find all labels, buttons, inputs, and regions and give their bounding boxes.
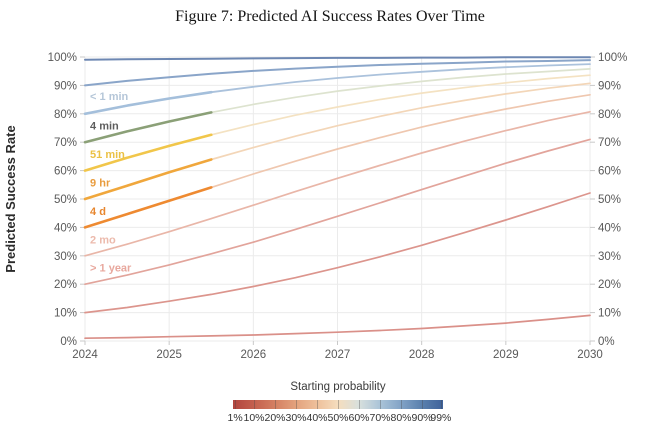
curve-label: > 1 year	[90, 263, 132, 275]
legend-label: 90%	[411, 412, 433, 424]
y-tick-label-right: 60%	[598, 166, 621, 178]
curve-label: 4 min	[90, 121, 119, 133]
y-tick-label-right: 90%	[598, 80, 621, 92]
series-line-20%	[84, 138, 591, 286]
y-tick-label-right: 80%	[598, 109, 621, 121]
chart-svg: 0% 0% 10% 10% 20% 20% 30% 30% 40% 40% 50% 50% 60% 60%…	[48, 52, 628, 361]
curve-label: 51 min	[90, 149, 125, 161]
series-line-10%	[84, 192, 591, 314]
y-tick-label-left: 80%	[54, 109, 77, 121]
x-tick-label: 2030	[577, 349, 603, 361]
x-tick-label: 2026	[241, 349, 267, 361]
series-line-30%	[84, 110, 591, 257]
legend-tick	[296, 400, 297, 409]
y-tick-label-left: 10%	[54, 308, 77, 320]
legend-title: Starting probability	[290, 381, 386, 393]
legend-colorbar	[233, 400, 443, 409]
legend-label: 1%	[227, 412, 243, 424]
legend-tick	[338, 400, 339, 409]
y-tick-label-left: 70%	[54, 137, 77, 149]
y-tick-label-right: 10%	[598, 308, 621, 320]
legend-label: 70%	[369, 412, 391, 424]
legend-label: 20%	[264, 412, 286, 424]
legend-label: 50%	[327, 412, 349, 424]
y-tick-label-right: 30%	[598, 251, 621, 263]
legend-label: 10%	[243, 412, 265, 424]
y-tick-label-left: 20%	[54, 279, 77, 291]
series-line-1%	[84, 314, 591, 340]
y-tick-label-left: 0%	[60, 336, 77, 348]
y-tick-label-right: 50%	[598, 194, 621, 206]
series-observed-50%	[83, 158, 213, 201]
legend-tick	[440, 400, 442, 409]
series-observed-60%	[83, 133, 213, 172]
y-tick-label-right: 40%	[598, 222, 621, 234]
legend-tick	[380, 400, 381, 409]
legend-label: 30%	[285, 412, 307, 424]
chart-title: Figure 7: Predicted AI Success Rates Ove…	[175, 8, 485, 25]
legend-label: 99%	[430, 412, 452, 424]
series-observed-40%	[83, 186, 213, 229]
series-observed-80%	[83, 90, 213, 116]
x-tick-label: 2027	[325, 349, 351, 361]
series-line-90%	[84, 59, 591, 87]
legend-tick	[422, 400, 423, 409]
legend-tick	[317, 400, 318, 409]
legend-tick	[254, 400, 255, 409]
y-tick-label-right: 100%	[598, 52, 627, 64]
y-tick-label-left: 40%	[54, 222, 77, 234]
curve-label: 9 hr	[90, 178, 111, 190]
y-tick-label-left: 90%	[54, 80, 77, 92]
x-tick-label: 2024	[72, 349, 98, 361]
legend-tick	[235, 400, 237, 409]
y-tick-label-left: 50%	[54, 194, 77, 206]
curve-label: < 1 min	[90, 91, 128, 103]
legend-label: 40%	[306, 412, 328, 424]
legend-tick	[275, 400, 276, 409]
x-tick-label: 2025	[156, 349, 182, 361]
curve-label: 2 mo	[90, 234, 116, 246]
y-tick-label-left: 100%	[48, 52, 77, 64]
y-tick-label-left: 30%	[54, 251, 77, 263]
legend-label: 60%	[348, 412, 370, 424]
curve-label: 4 d	[90, 206, 106, 218]
y-tick-label-right: 70%	[598, 137, 621, 149]
y-tick-label-right: 20%	[598, 279, 621, 291]
legend: Starting probability 1% 10% 20% 30% 40% 50% 60…	[0, 381, 660, 431]
legend-tick	[401, 400, 402, 409]
x-tick-label: 2028	[409, 349, 435, 361]
series-observed-70%	[83, 111, 213, 144]
series-line-99%	[84, 56, 591, 61]
y-tick-label-right: 0%	[598, 336, 615, 348]
x-tick-label: 2029	[493, 349, 519, 361]
legend-label: 80%	[390, 412, 412, 424]
y-tick-label-left: 60%	[54, 166, 77, 178]
legend-tick	[359, 400, 360, 409]
